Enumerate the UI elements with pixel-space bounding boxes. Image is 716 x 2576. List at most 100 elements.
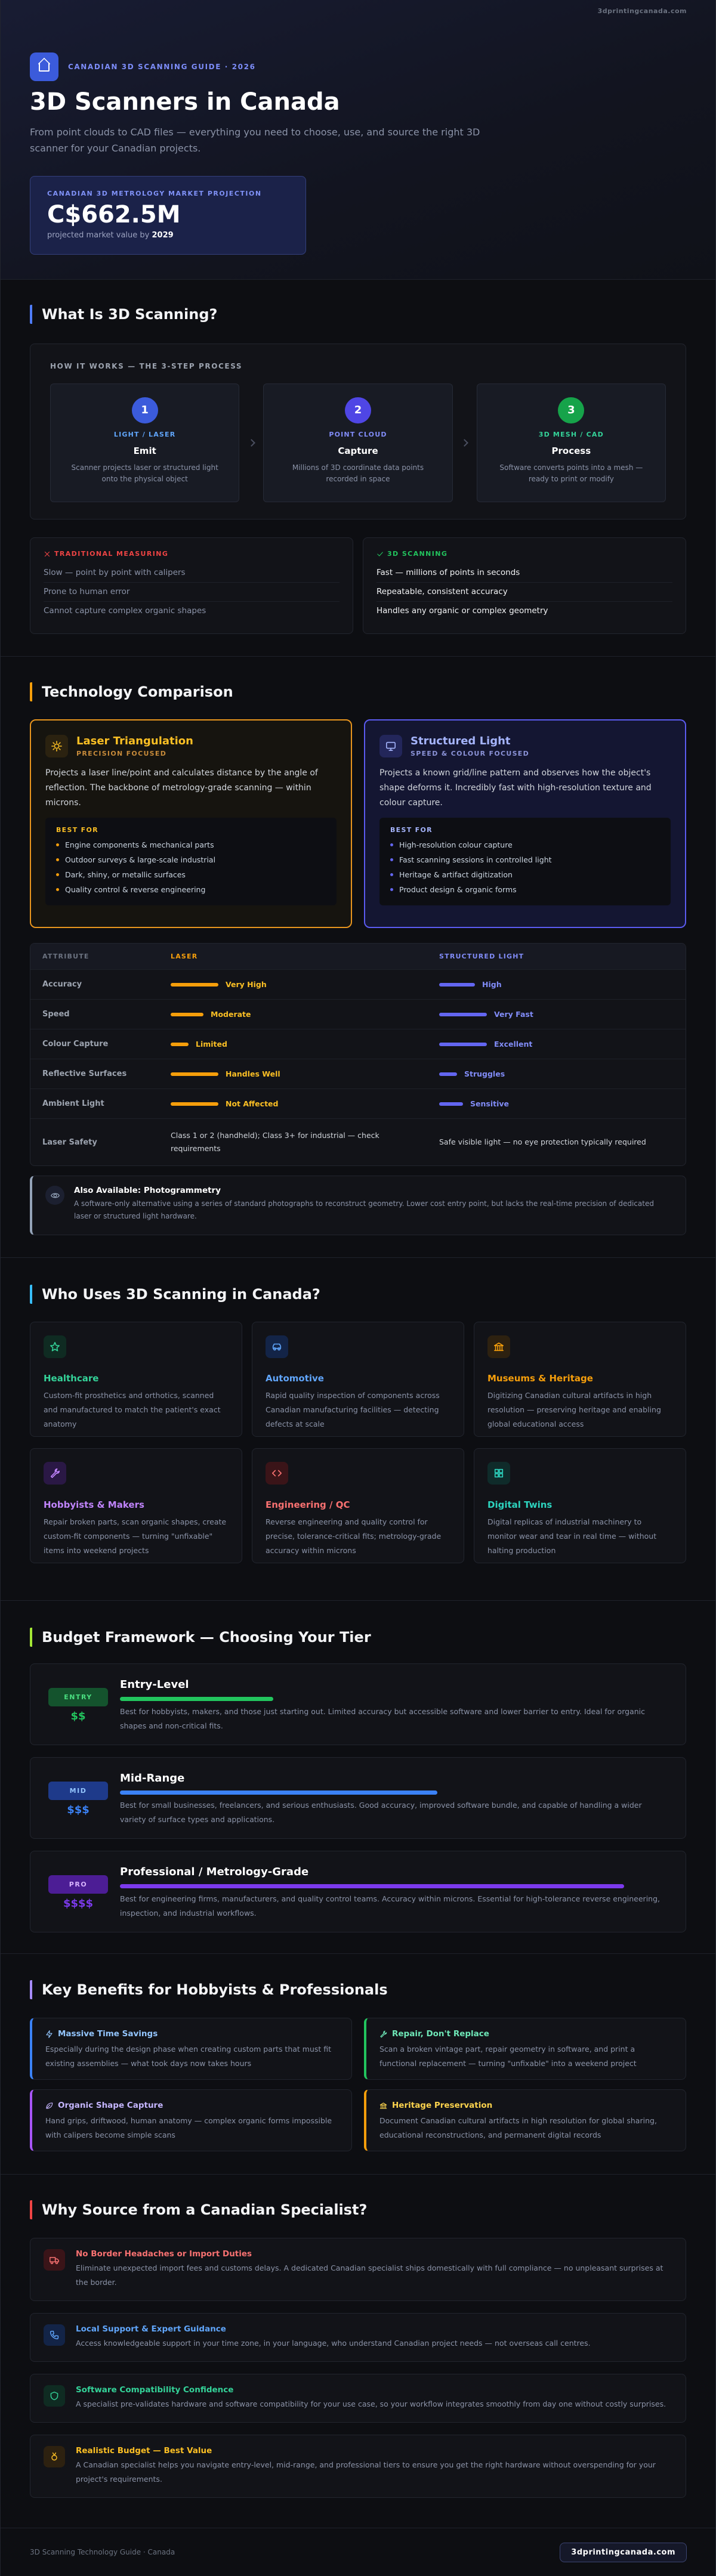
rating-bar — [171, 1042, 189, 1046]
why-item: No Border Headaches or Import Duties Elim… — [30, 2238, 686, 2301]
rating: Sensitive — [439, 1099, 675, 1108]
tier-text: Best for hobbyists, makers, and those ju… — [120, 1707, 645, 1730]
section: What Is 3D Scanning? HOW IT WORKS — THE 3… — [1, 279, 715, 656]
why-text: A Canadian specialist helps you navigate… — [76, 2460, 656, 2484]
icon-shape — [52, 2452, 57, 2456]
table-attribute: Colour Capture — [42, 1040, 109, 1049]
tier-text: Best for small businesses, freelancers, … — [120, 1801, 642, 1824]
table-cell: Very Fast — [427, 1010, 686, 1019]
rating-bar — [439, 1102, 463, 1106]
section-heading: Technology Comparison — [30, 682, 686, 701]
bullet — [390, 888, 393, 891]
traditional-box: TRADITIONAL MEASURING Slow — point by poi… — [30, 537, 353, 634]
step-arrow — [453, 384, 477, 502]
rating-bar — [439, 982, 475, 987]
benefit-text: Especially during the design phase when … — [45, 2045, 332, 2068]
why-body: Software Compatibility Confidence A speci… — [76, 2385, 666, 2411]
icon-shape — [277, 1347, 281, 1351]
step-number: 3 — [558, 397, 585, 423]
best-for: BEST FOR Engine components & mechanical p… — [45, 818, 337, 905]
why-title: No Border Headaches or Import Duties — [76, 2249, 252, 2259]
who-icon — [487, 1462, 510, 1485]
table-cell: Handles Well — [159, 1069, 427, 1078]
benefit-text: Hand grips, driftwood, human anatomy — c… — [45, 2116, 332, 2139]
best-label: BEST FOR — [390, 826, 433, 834]
rating-text: High — [482, 980, 502, 989]
table-cell: Safe visible light — no eye protection t… — [427, 1136, 686, 1149]
photo-title: Also Available: Photogrammetry — [74, 1186, 221, 1195]
table-row: Accuracy Very High High — [30, 970, 686, 1000]
why-title: Software Compatibility Confidence — [76, 2385, 234, 2395]
tech-card: Structured Light SPEED & COLOUR FOCUSED Pr… — [364, 719, 686, 928]
steps-box: HOW IT WORKS — THE 3-STEP PROCESS 1 LIGHT … — [30, 344, 686, 519]
table-row: Ambient Light Not Affected Sensitive — [30, 1089, 686, 1119]
benefits-grid: Massive Time Savings Especially during th… — [30, 2018, 686, 2151]
tier-price: $$$$ — [63, 1897, 94, 1910]
section: Technology Comparison Laser Triangulation… — [1, 656, 715, 1257]
bullet — [56, 873, 59, 876]
step-card: 3 3D MESH / CAD Process Software converts p… — [476, 384, 666, 502]
rating-text: Moderate — [211, 1010, 251, 1019]
bullet — [390, 843, 393, 846]
rating: Handles Well — [171, 1069, 415, 1078]
rating-text: Not Affected — [226, 1099, 279, 1108]
table-cell: Sensitive — [427, 1099, 686, 1108]
rating-text: Sensitive — [470, 1099, 509, 1108]
rating: Moderate — [171, 1010, 415, 1019]
icon-shape — [494, 1468, 499, 1473]
rating-bar — [439, 1042, 487, 1046]
benefit-title: Heritage Preservation — [379, 2101, 672, 2110]
rating-text: Handles Well — [226, 1069, 280, 1078]
benefit-title: Organic Shape Capture — [45, 2101, 338, 2110]
best-item: Heritage & artifact digitization — [390, 867, 660, 882]
tier: PRO $$$$ Professional / Metrology-Grade Bes… — [30, 1851, 686, 1932]
why-item: Local Support & Expert Guidance Access kn… — [30, 2313, 686, 2362]
icon-shape — [494, 1473, 499, 1478]
icon — [50, 1341, 60, 1352]
tech-subtitle: SPEED & COLOUR FOCUSED — [411, 750, 530, 757]
step-card: 2 POINT CLOUD Capture Millions of 3D coordi… — [263, 384, 453, 502]
section: Who Uses 3D Scanning in Canada? Healthcar… — [1, 1257, 715, 1600]
step-text: Scanner projects laser or structured lig… — [71, 463, 218, 483]
who-title: Automotive — [266, 1373, 324, 1384]
why-body: Local Support & Expert Guidance Access kn… — [76, 2324, 591, 2351]
benefit-text: Document Canadian cultural artifacts in … — [379, 2116, 657, 2139]
tech-title: Structured Light — [411, 735, 511, 747]
icon-shape — [54, 743, 60, 749]
icon — [50, 2257, 59, 2265]
tech-head: Laser Triangulation PRECISION FOCUSED — [45, 735, 337, 757]
who-card: Hobbyists & Makers Repair broken parts, s… — [30, 1448, 242, 1563]
table-header-cell: ATTRIBUTE — [42, 953, 90, 960]
best-item: Engine components & mechanical parts — [56, 837, 326, 852]
why-icon — [44, 2446, 65, 2467]
benefit: Organic Shape Capture Hand grips, driftwo… — [30, 2089, 352, 2151]
section-heading: Why Source from a Canadian Specialist? — [30, 2200, 686, 2219]
icon-shape — [50, 2257, 56, 2262]
who-icon — [44, 1335, 66, 1358]
icon-shape — [380, 2030, 387, 2037]
section-heading: What Is 3D Scanning? — [30, 305, 686, 324]
rating-text: Struggles — [464, 1069, 505, 1078]
scanning-item: Handles any organic or complex geometry — [376, 606, 548, 616]
table-cell: Struggles — [427, 1069, 686, 1078]
icon-shape — [46, 2102, 53, 2109]
tier-badge: PRO $$$$ — [48, 1866, 108, 1918]
who-text: Custom-fit prosthetics and orthotics, sc… — [44, 1391, 221, 1428]
best-item-text: Heritage & artifact digitization — [399, 870, 513, 879]
table-header-cell: STRUCTURED LIGHT — [439, 953, 524, 960]
best-item-text: Outdoor surveys & large-scale industrial — [65, 855, 216, 864]
tier-bar — [120, 1884, 624, 1888]
icon — [271, 1470, 282, 1477]
tech-text: Projects a laser line/point and calculat… — [45, 768, 318, 808]
icon-shape — [46, 2030, 53, 2038]
icon — [380, 2030, 387, 2037]
rating-bar — [439, 1072, 457, 1076]
why-body: No Border Headaches or Import Duties Elim… — [76, 2249, 672, 2290]
rating: Very High — [171, 980, 415, 989]
tier-title: Professional / Metrology-Grade — [120, 1866, 309, 1878]
table-cell-text: Class 1 or 2 (handheld); Class 3+ for in… — [171, 1131, 379, 1153]
why-icon — [44, 2249, 65, 2271]
logo-body — [39, 63, 50, 72]
best-item: High-resolution colour capture — [390, 837, 660, 852]
step-tag: LIGHT / LASER — [113, 431, 176, 438]
